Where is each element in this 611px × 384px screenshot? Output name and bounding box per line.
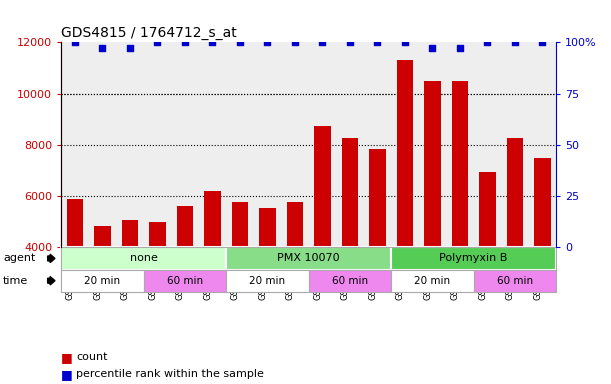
Point	[318, 39, 327, 45]
Point	[455, 45, 464, 51]
Point	[538, 39, 547, 45]
Text: GDS4815 / 1764712_s_at: GDS4815 / 1764712_s_at	[61, 26, 237, 40]
Text: ■: ■	[61, 351, 73, 364]
Bar	[259, 208, 276, 350]
Bar	[94, 225, 111, 350]
Text: time: time	[3, 276, 28, 286]
Bar	[61, 270, 144, 292]
Bar	[204, 191, 221, 350]
Bar	[452, 81, 468, 350]
Point	[400, 39, 409, 45]
Text: none: none	[130, 253, 158, 263]
Text: 60 min: 60 min	[332, 276, 368, 286]
Point	[235, 39, 244, 45]
Point	[510, 39, 519, 45]
Point	[482, 39, 492, 45]
Bar	[226, 247, 391, 270]
Bar	[397, 60, 413, 350]
Bar	[67, 199, 83, 350]
Text: 20 min: 20 min	[414, 276, 450, 286]
Point	[70, 39, 79, 45]
Bar	[314, 126, 331, 350]
Bar	[474, 270, 556, 292]
Text: Polymyxin B: Polymyxin B	[439, 253, 508, 263]
Bar	[507, 138, 523, 350]
Point	[98, 45, 108, 51]
Point	[263, 39, 273, 45]
Point	[345, 39, 354, 45]
Bar	[122, 220, 138, 350]
Point	[125, 45, 134, 51]
Bar	[479, 172, 496, 350]
Point	[153, 39, 163, 45]
Text: 20 min: 20 min	[84, 276, 120, 286]
Bar	[232, 202, 248, 350]
Bar	[61, 247, 226, 270]
Text: count: count	[76, 352, 108, 362]
Bar	[144, 270, 226, 292]
Text: 60 min: 60 min	[497, 276, 533, 286]
Text: PMX 10070: PMX 10070	[277, 253, 340, 263]
Text: 60 min: 60 min	[167, 276, 203, 286]
Bar	[369, 149, 386, 350]
Bar	[534, 157, 551, 350]
Text: 20 min: 20 min	[249, 276, 285, 286]
Bar	[391, 247, 556, 270]
Bar	[342, 138, 358, 350]
Bar	[149, 222, 166, 350]
Text: ■: ■	[61, 368, 73, 381]
Bar	[177, 206, 193, 350]
Point	[207, 39, 218, 45]
Bar	[226, 270, 309, 292]
Point	[180, 39, 189, 45]
Bar	[287, 202, 303, 350]
Bar	[309, 270, 391, 292]
Bar	[424, 81, 441, 350]
Point	[427, 45, 437, 51]
Text: agent: agent	[3, 253, 35, 263]
Bar	[391, 270, 474, 292]
Point	[290, 39, 300, 45]
Text: percentile rank within the sample: percentile rank within the sample	[76, 369, 264, 379]
Point	[373, 39, 382, 45]
